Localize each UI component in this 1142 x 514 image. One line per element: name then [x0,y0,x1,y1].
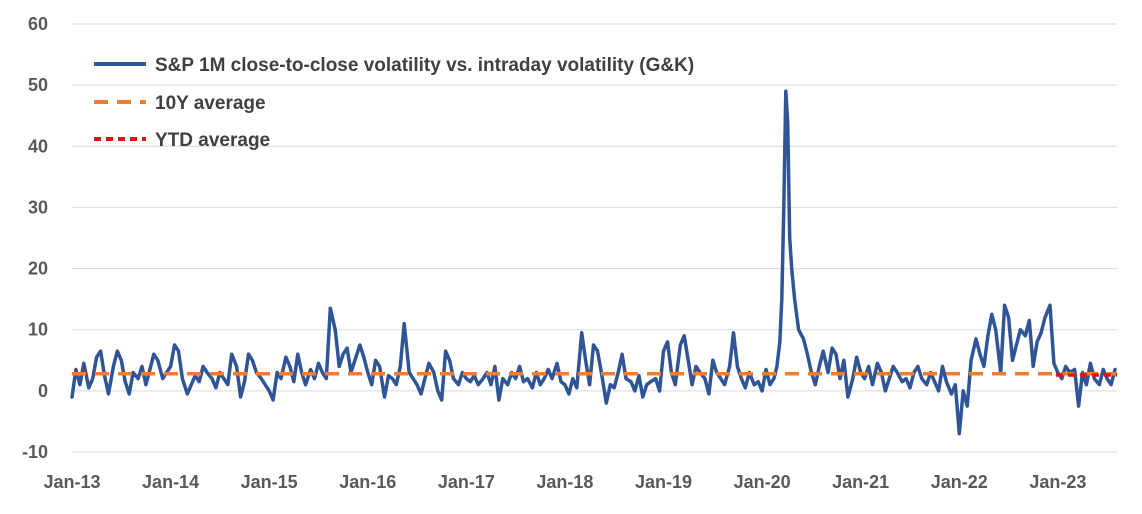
x-tick-label: Jan-14 [142,472,199,492]
x-tick-label: Jan-18 [536,472,593,492]
x-tick-label: Jan-13 [43,472,100,492]
x-tick-label: Jan-17 [438,472,495,492]
y-tick-label: 0 [38,381,48,401]
x-tick-label: Jan-19 [635,472,692,492]
legend-label-0: S&P 1M close-to-close volatility vs. int… [155,55,694,76]
x-tick-label: Jan-22 [931,472,988,492]
legend-label-1: 10Y average [155,93,266,114]
y-tick-label: 50 [28,75,48,95]
y-tick-label: 60 [28,14,48,34]
legend-label-2: YTD average [155,130,270,151]
legend: S&P 1M close-to-close volatility vs. int… [94,55,694,151]
y-tick-label: 30 [28,197,48,217]
y-tick-label: 10 [28,320,48,340]
x-tick-label: Jan-16 [339,472,396,492]
x-tick-label: Jan-23 [1029,472,1086,492]
y-tick-label: 20 [28,259,48,279]
x-tick-label: Jan-15 [241,472,298,492]
y-axis-tick-labels: -10 0 10 20 30 40 50 60 [22,14,48,462]
x-tick-label: Jan-21 [832,472,889,492]
series-layer [70,89,1117,436]
gridlines [72,23,1117,453]
y-tick-label: 40 [28,136,48,156]
y-tick-label: -10 [22,442,48,462]
x-tick-label: Jan-20 [734,472,791,492]
x-axis-tick-labels: Jan-13 Jan-14 Jan-15 Jan-16 Jan-17 Jan-18 Jan-… [43,472,1086,492]
